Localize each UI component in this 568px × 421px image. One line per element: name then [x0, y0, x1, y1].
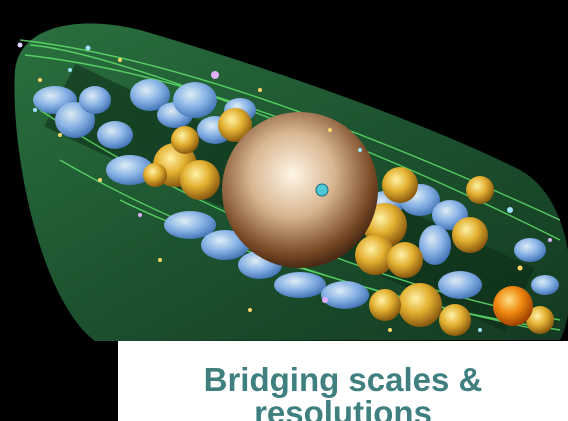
- sphere-marker: [315, 183, 329, 197]
- caption-panel: Bridging scales & resolutions: [118, 341, 568, 421]
- central-sphere: [222, 112, 378, 268]
- caption-title: Bridging scales & resolutions: [203, 361, 483, 421]
- granules: [143, 108, 554, 336]
- particles: [17, 42, 552, 332]
- orange-sphere: [493, 286, 533, 326]
